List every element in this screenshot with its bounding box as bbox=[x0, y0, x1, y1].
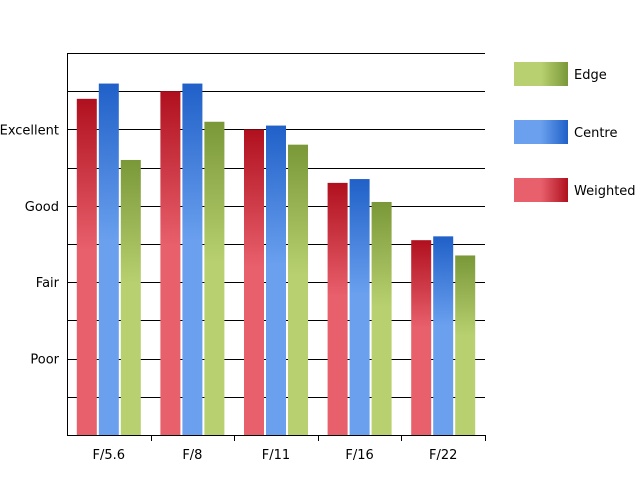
legend-label-centre: Centre bbox=[574, 126, 617, 141]
legend-swatch-weighted bbox=[514, 178, 568, 202]
y-tick-label-good: Good bbox=[25, 200, 59, 215]
x-tick-labels: F/5.6 F/8 F/11 F/16 F/22 bbox=[93, 448, 458, 463]
bar-edge-f-22 bbox=[455, 255, 476, 435]
y-tick-label-fair: Fair bbox=[36, 276, 60, 291]
bars bbox=[76, 83, 476, 435]
bar-centre-f-16 bbox=[349, 179, 370, 435]
x-tick-label-f-22: F/22 bbox=[429, 448, 457, 463]
bar-edge-f-5-6 bbox=[120, 159, 141, 435]
bar-weighted-f-22 bbox=[411, 240, 432, 435]
bar-centre-f-11 bbox=[266, 125, 286, 435]
x-tick-label-f-16: F/16 bbox=[345, 448, 373, 463]
y-tick-labels: Poor Fair Good Excellent bbox=[0, 123, 60, 367]
bar-centre-f-22 bbox=[433, 236, 454, 435]
y-tick-label-poor: Poor bbox=[30, 353, 59, 368]
bar-centre-f-5-6 bbox=[98, 83, 119, 435]
bar-edge-f-16 bbox=[371, 201, 392, 435]
bar-weighted-f-5-6 bbox=[76, 98, 97, 435]
bar-weighted-f-16 bbox=[327, 182, 348, 435]
x-tick-label-f-5-6: F/5.6 bbox=[93, 448, 126, 463]
legend-label-weighted: Weighted bbox=[574, 184, 636, 199]
bar-edge-f-11 bbox=[288, 144, 308, 435]
legend-swatch-edge bbox=[514, 62, 568, 86]
x-tick-label-f-11: F/11 bbox=[262, 448, 290, 463]
x-tick-label-f-8: F/8 bbox=[182, 448, 202, 463]
bar-weighted-f-11 bbox=[244, 129, 264, 435]
legend-label-edge: Edge bbox=[574, 68, 607, 83]
y-tick-label-excellent: Excellent bbox=[0, 123, 59, 138]
legend-swatch-centre bbox=[514, 120, 568, 144]
bar-edge-f-8 bbox=[204, 121, 225, 435]
legend: Edge Centre Weighted bbox=[514, 62, 636, 202]
bar-weighted-f-8 bbox=[160, 91, 181, 435]
bar-centre-f-8 bbox=[182, 83, 203, 435]
axes bbox=[67, 53, 486, 441]
